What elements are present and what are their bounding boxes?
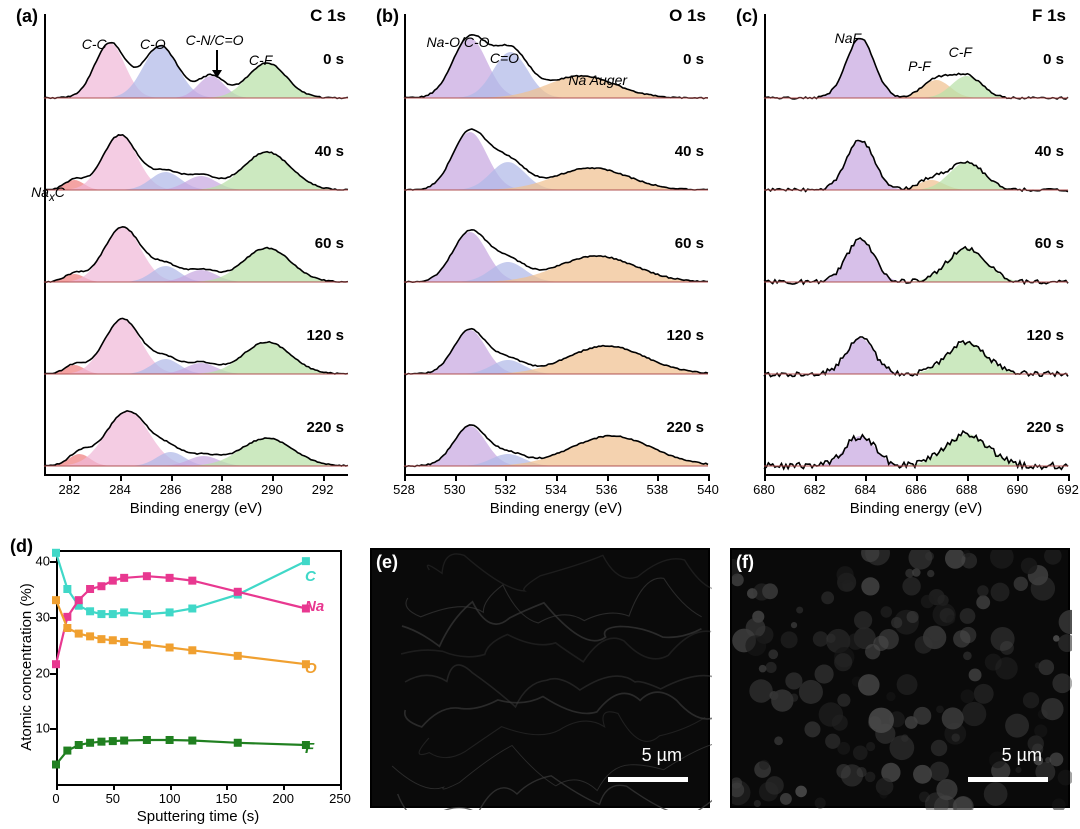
panel-c: (c)F 1s680682684686688690692Binding ener… — [720, 0, 1080, 530]
panel-e: 5 µm (e) — [360, 530, 720, 829]
peak-label: C-N/C=O — [186, 32, 244, 48]
sem-image: 5 µm — [370, 548, 710, 808]
panel-d: (d)05010015020025010203040Sputtering tim… — [0, 530, 360, 829]
legend-label: O — [305, 660, 317, 677]
scalebar — [608, 777, 688, 782]
scale-text: 5 µm — [1002, 745, 1042, 766]
peak-label: Na-O/C-O — [427, 34, 490, 50]
time-label: 220 s — [1026, 419, 1064, 436]
peak-label: NaxC — [31, 184, 65, 204]
peak-label: C-C — [82, 36, 107, 52]
panel-b: (b)O 1s528530532534536538540Binding ener… — [360, 0, 720, 530]
spectrum-row — [720, 0, 1080, 530]
peak-label: C=O — [490, 50, 519, 66]
panel-label: (f) — [736, 552, 754, 573]
legend-label: C — [305, 568, 316, 585]
time-label: 220 s — [666, 419, 704, 436]
legend-label: F — [305, 740, 314, 757]
spectrum-row — [360, 0, 720, 530]
time-label: 220 s — [306, 419, 344, 436]
legend-label: Na — [305, 598, 324, 615]
panel-label: (e) — [376, 552, 398, 573]
sem-image: 5 µm — [730, 548, 1070, 808]
spectrum-row — [0, 0, 360, 530]
scalebar — [968, 777, 1048, 782]
peak-label: C-F — [249, 52, 272, 68]
peak-label: P-F — [908, 58, 931, 74]
peak-label: NaF — [835, 30, 861, 46]
peak-label: C-F — [949, 44, 972, 60]
panel-f: 5 µm (f) — [720, 530, 1080, 829]
figure-grid: (a)C 1s282284286288290292Binding energy … — [0, 0, 1080, 829]
peak-label: Na Auger — [568, 72, 627, 88]
scale-text: 5 µm — [642, 745, 682, 766]
panel-a: (a)C 1s282284286288290292Binding energy … — [0, 0, 360, 530]
peak-label: C-O — [140, 36, 166, 52]
arrow-icon — [216, 50, 218, 72]
